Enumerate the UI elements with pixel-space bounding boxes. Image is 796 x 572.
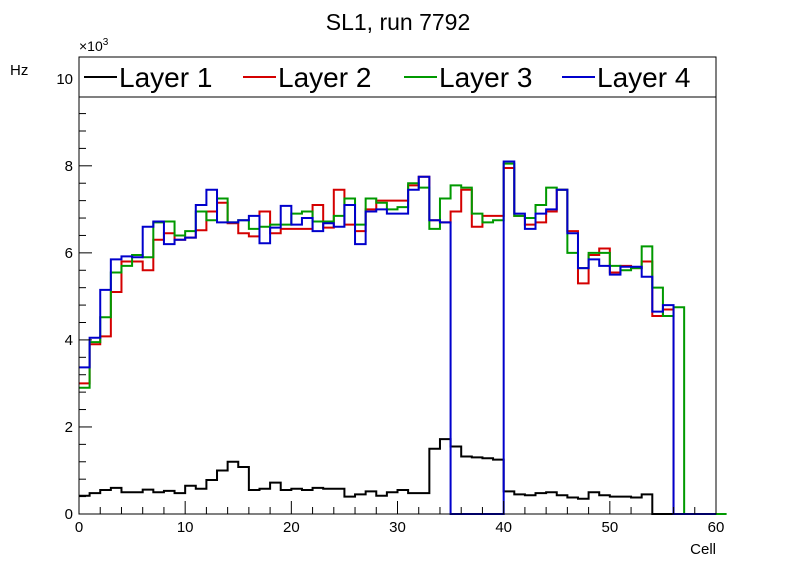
legend-box [78, 56, 717, 98]
x-tick-label: 50 [601, 519, 618, 536]
series-line-layer-3 [79, 162, 727, 515]
chart-title: SL1, run 7792 [326, 9, 471, 35]
x-tick-label: 40 [495, 519, 512, 536]
y-tick-label: 0 [65, 506, 73, 523]
x-tick-label: 60 [708, 519, 725, 536]
x-tick-label: 30 [389, 519, 406, 536]
x-tick-label: 20 [283, 519, 300, 536]
y-tick-label: 8 [65, 158, 73, 175]
legend-label-layer-3: Layer 3 [439, 62, 532, 93]
y-tick-label: 10 [56, 71, 73, 88]
y-tick-label: 6 [65, 245, 73, 262]
series-group [79, 160, 727, 515]
legend-label-layer-4: Layer 4 [597, 62, 690, 93]
y-multiplier: ×103 [79, 37, 109, 54]
y-tick-label: 2 [65, 419, 73, 436]
x-axis-label: Cell [690, 541, 716, 558]
y-axis-label: Hz [10, 62, 28, 79]
legend: Layer 1 Layer 2 Layer 3 Layer 4 [78, 56, 717, 98]
series-line-layer-4 [79, 160, 716, 515]
y-tick-label: 4 [65, 332, 73, 349]
x-tick-label: 10 [177, 519, 194, 536]
y-multiplier-base: ×10 [79, 38, 103, 54]
legend-label-layer-2: Layer 2 [278, 62, 371, 93]
legend-label-layer-1: Layer 1 [119, 62, 212, 93]
series-line-layer-1 [79, 438, 716, 515]
y-multiplier-exponent: 3 [103, 37, 109, 48]
x-tick-label: 0 [75, 519, 83, 536]
